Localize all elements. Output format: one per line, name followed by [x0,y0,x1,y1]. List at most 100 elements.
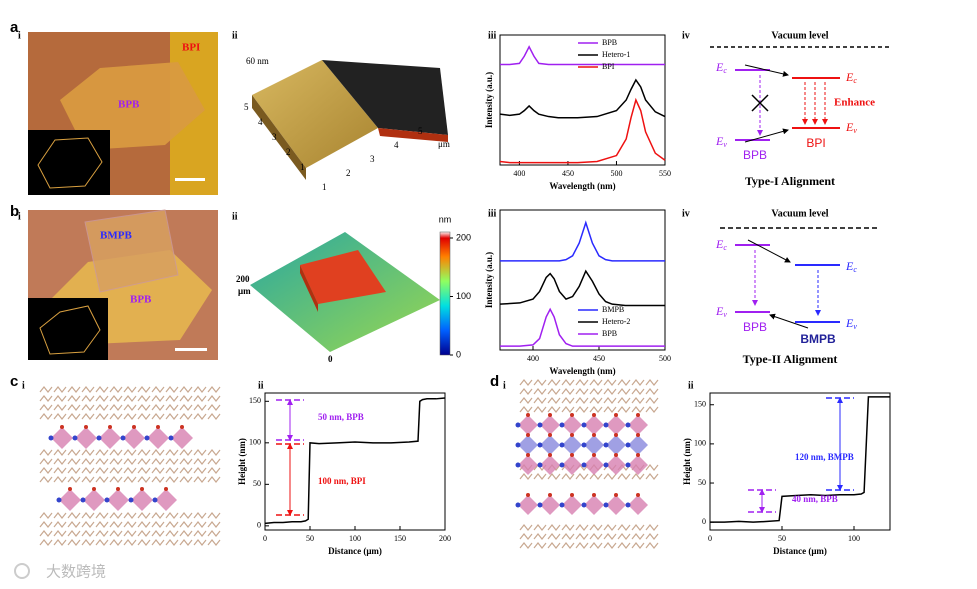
organic-chain [109,467,123,474]
sym: E [715,304,724,318]
legend-label: BPB [602,329,617,338]
organic-chain [589,388,603,395]
organic-chain [39,449,53,456]
organic-chain [179,404,193,411]
organic-chain [617,524,631,531]
organic-chain [179,386,193,393]
organic-chain [575,379,589,386]
label: BPB [130,294,152,306]
sym: E [845,120,854,134]
organic-chain [193,458,207,465]
organic-chain [519,388,533,395]
sub-label: ii [232,30,238,41]
ec-label: Ec [715,237,727,252]
atom [537,422,543,428]
organic-chain [151,467,165,474]
sub-label: iii [488,208,497,219]
organic-chain [109,395,123,402]
atom [132,425,136,429]
sym: E [715,237,724,251]
y-axis-label: Intensity (a.u.) [484,72,494,128]
organic-chain [561,524,575,531]
octahedron [59,489,81,511]
organic-chain [589,524,603,531]
organic-chain [67,512,81,519]
atom [548,433,552,437]
x-tick-label: 100 [349,534,361,543]
axis-tick-label: 3 [370,154,375,164]
y-tick-label: 50 [698,478,706,487]
afm-surface [322,60,448,135]
axis-tick-label: 1 [322,182,327,192]
atom [180,425,184,429]
organic-chain [137,476,151,483]
octahedron [107,489,129,511]
organic-chain [547,406,561,413]
organic-chain [109,521,123,528]
legend-label: BMPB [602,305,624,314]
organic-chain [165,386,179,393]
x-tick-label: 550 [659,169,671,178]
atom [72,435,78,441]
sub-label: i [18,211,21,222]
organic-chain [109,413,123,420]
label: BPB [118,99,140,111]
organic-chain [151,521,165,528]
organic-chain [109,458,123,465]
organic-chain [39,395,53,402]
organic-chain [165,413,179,420]
octahedron [99,427,121,449]
axis-tick-label: 4 [394,140,399,150]
atom [96,435,102,441]
vacuum-label: Vacuum level [771,30,828,41]
organic-chain [39,476,53,483]
bmpb-flake [84,209,179,293]
organic-chain [165,458,179,465]
sub: c [853,265,857,274]
atom [84,425,88,429]
annotation: 120 nm, BMPB [795,452,854,462]
organic-chain [603,406,617,413]
inset [28,130,110,195]
atom [537,462,543,468]
organic-chain [193,386,207,393]
atom [614,453,618,457]
organic-chain [631,397,645,404]
organic-chain [617,379,631,386]
organic-chain [207,404,221,411]
organic-chain [193,530,207,537]
bpb-flake [60,62,205,150]
atom [144,435,150,441]
sub-label: i [18,30,21,41]
ev-label: Ev [845,120,857,135]
organic-chain [547,473,561,480]
watermark: 大数跨境 [46,563,106,581]
panel-letter: c [10,373,18,390]
organic-chain [561,397,575,404]
organic-chain [95,530,109,537]
organic-chain [53,467,67,474]
organic-chain [207,449,221,456]
organic-chain [603,388,617,395]
organic-chain [81,404,95,411]
atom [104,497,110,503]
organic-chain [123,530,137,537]
organic-chain [95,413,109,420]
atom [570,433,574,437]
ec-label: Ec [845,259,857,274]
organic-chain [193,467,207,474]
watermark-logo [14,563,30,579]
organic-chain [631,473,645,480]
organic-chain [561,473,575,480]
organic-chain [123,521,137,528]
organic-chain [631,388,645,395]
organic-chain [81,458,95,465]
octahedron [606,415,626,435]
annotation: 100 nm, BPI [318,476,366,486]
organic-chain [631,379,645,386]
series-line [500,45,665,66]
organic-chain [193,539,207,546]
octahedron [155,489,177,511]
organic-chain [67,521,81,528]
